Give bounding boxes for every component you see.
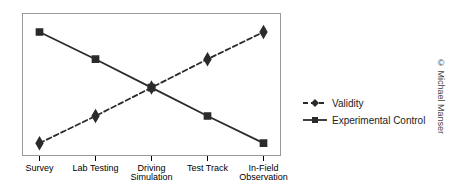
svg-text:In-FieldObservation: In-FieldObservation <box>239 162 288 181</box>
svg-text:Lab Testing: Lab Testing <box>73 162 119 172</box>
html-text:© Michael Manser: © Michael Manser <box>436 58 446 135</box>
svg-text:Test Track: Test Track <box>187 162 229 172</box>
svg-text:Survey: Survey <box>25 162 54 172</box>
html-text:Experimental Control: Experimental Control <box>332 114 426 126</box>
html-text:Validity: Validity <box>332 97 364 109</box>
svg-text:DrivingSimulation: DrivingSimulation <box>130 162 172 181</box>
